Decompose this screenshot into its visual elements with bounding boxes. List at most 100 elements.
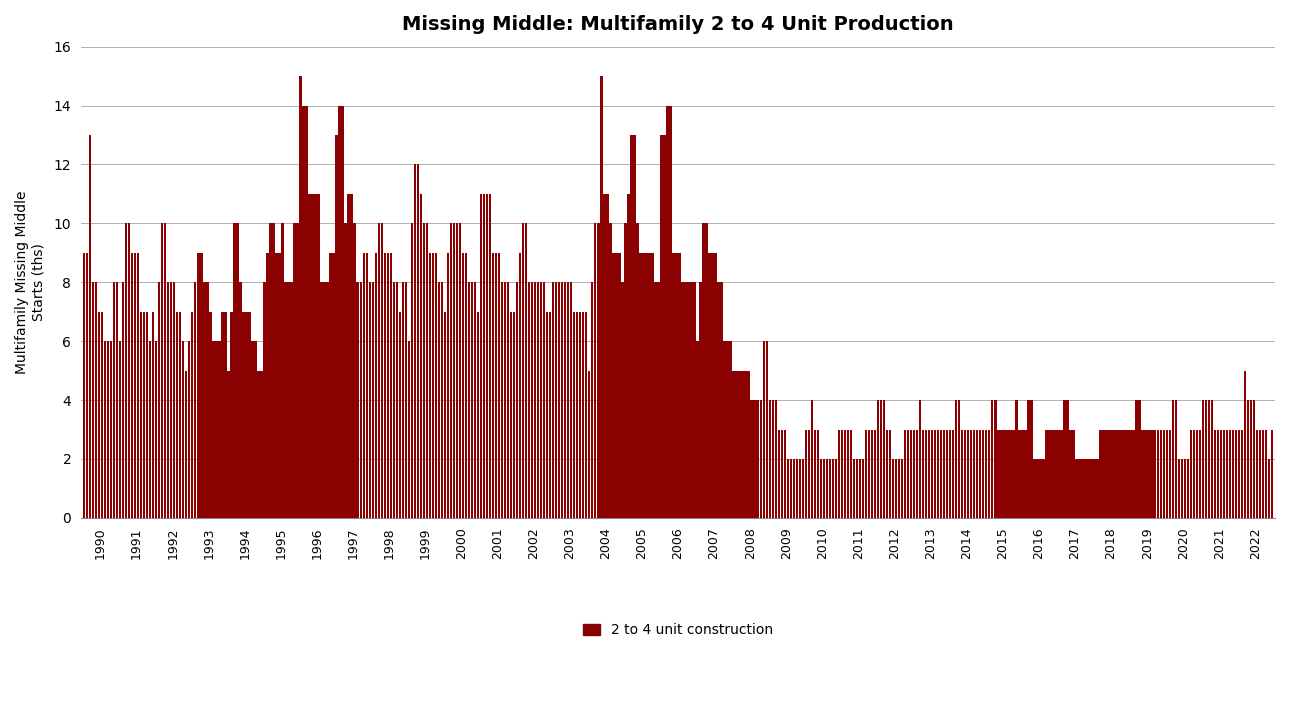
Bar	[891, 459, 894, 518]
Bar	[684, 282, 686, 518]
Bar	[724, 341, 726, 518]
Bar	[1246, 400, 1249, 518]
Bar	[814, 430, 817, 518]
Bar	[396, 282, 399, 518]
Bar	[194, 282, 196, 518]
Bar	[1013, 430, 1014, 518]
Bar	[1139, 400, 1140, 518]
Bar	[392, 282, 395, 518]
Bar	[83, 253, 85, 518]
Bar	[279, 253, 281, 518]
Bar	[531, 282, 533, 518]
Bar	[789, 459, 792, 518]
Bar	[338, 105, 341, 518]
Bar	[1087, 459, 1090, 518]
Bar	[462, 253, 464, 518]
Bar	[351, 194, 353, 518]
Bar	[832, 459, 835, 518]
Bar	[435, 253, 437, 518]
Bar	[86, 253, 88, 518]
Bar	[792, 459, 795, 518]
Bar	[928, 430, 930, 518]
Bar	[1031, 400, 1032, 518]
Bar	[491, 253, 494, 518]
Bar	[1201, 400, 1204, 518]
Bar	[326, 282, 329, 518]
Bar	[828, 459, 831, 518]
Bar	[516, 282, 519, 518]
Bar	[1045, 430, 1047, 518]
Bar	[155, 341, 157, 518]
Bar	[853, 459, 855, 518]
Bar	[1096, 459, 1099, 518]
Bar	[1006, 430, 1009, 518]
Bar	[900, 459, 903, 518]
Bar	[937, 430, 939, 518]
Bar	[579, 311, 582, 518]
Bar	[699, 282, 702, 518]
Bar	[640, 253, 641, 518]
Bar	[1180, 459, 1183, 518]
Bar	[552, 282, 555, 518]
Bar	[796, 459, 799, 518]
Bar	[1142, 430, 1144, 518]
Bar	[711, 253, 713, 518]
Bar	[651, 253, 654, 518]
Bar	[631, 135, 632, 518]
Bar	[1108, 430, 1111, 518]
Bar	[1063, 400, 1066, 518]
Bar	[600, 76, 602, 518]
Bar	[708, 253, 711, 518]
Bar	[182, 341, 184, 518]
Bar	[1076, 459, 1077, 518]
Bar	[501, 282, 503, 518]
Bar	[473, 282, 476, 518]
Bar	[519, 253, 521, 518]
Bar	[977, 430, 978, 518]
Bar	[1223, 430, 1225, 518]
Bar	[110, 341, 112, 518]
Bar	[799, 459, 801, 518]
Bar	[372, 282, 374, 518]
Bar	[864, 430, 867, 518]
Bar	[778, 430, 780, 518]
Bar	[101, 311, 103, 518]
Bar	[697, 341, 699, 518]
Bar	[642, 253, 645, 518]
Bar	[1175, 400, 1176, 518]
Bar	[525, 224, 528, 518]
Bar	[401, 282, 404, 518]
Bar	[486, 194, 488, 518]
Bar	[756, 400, 759, 518]
Bar	[263, 282, 266, 518]
Bar	[498, 253, 501, 518]
Bar	[239, 282, 241, 518]
Bar	[1078, 459, 1081, 518]
Bar	[534, 282, 537, 518]
Bar	[925, 430, 928, 518]
Bar	[604, 194, 605, 518]
Bar	[543, 282, 546, 518]
Bar	[1166, 430, 1167, 518]
Bar	[257, 370, 259, 518]
Bar	[399, 311, 401, 518]
Bar	[844, 430, 846, 518]
Bar	[92, 282, 94, 518]
Bar	[717, 282, 720, 518]
Bar	[961, 430, 964, 518]
Bar	[624, 224, 627, 518]
Bar	[1018, 430, 1020, 518]
Bar	[760, 400, 762, 518]
Bar	[783, 430, 786, 518]
Bar	[123, 282, 124, 518]
Bar	[221, 311, 223, 518]
Bar	[230, 311, 232, 518]
Bar	[374, 253, 377, 518]
Bar	[940, 430, 943, 518]
Bar	[157, 282, 160, 518]
Bar	[236, 224, 239, 518]
Bar	[762, 341, 765, 518]
Bar	[261, 370, 263, 518]
Bar	[1169, 430, 1171, 518]
Bar	[817, 430, 819, 518]
